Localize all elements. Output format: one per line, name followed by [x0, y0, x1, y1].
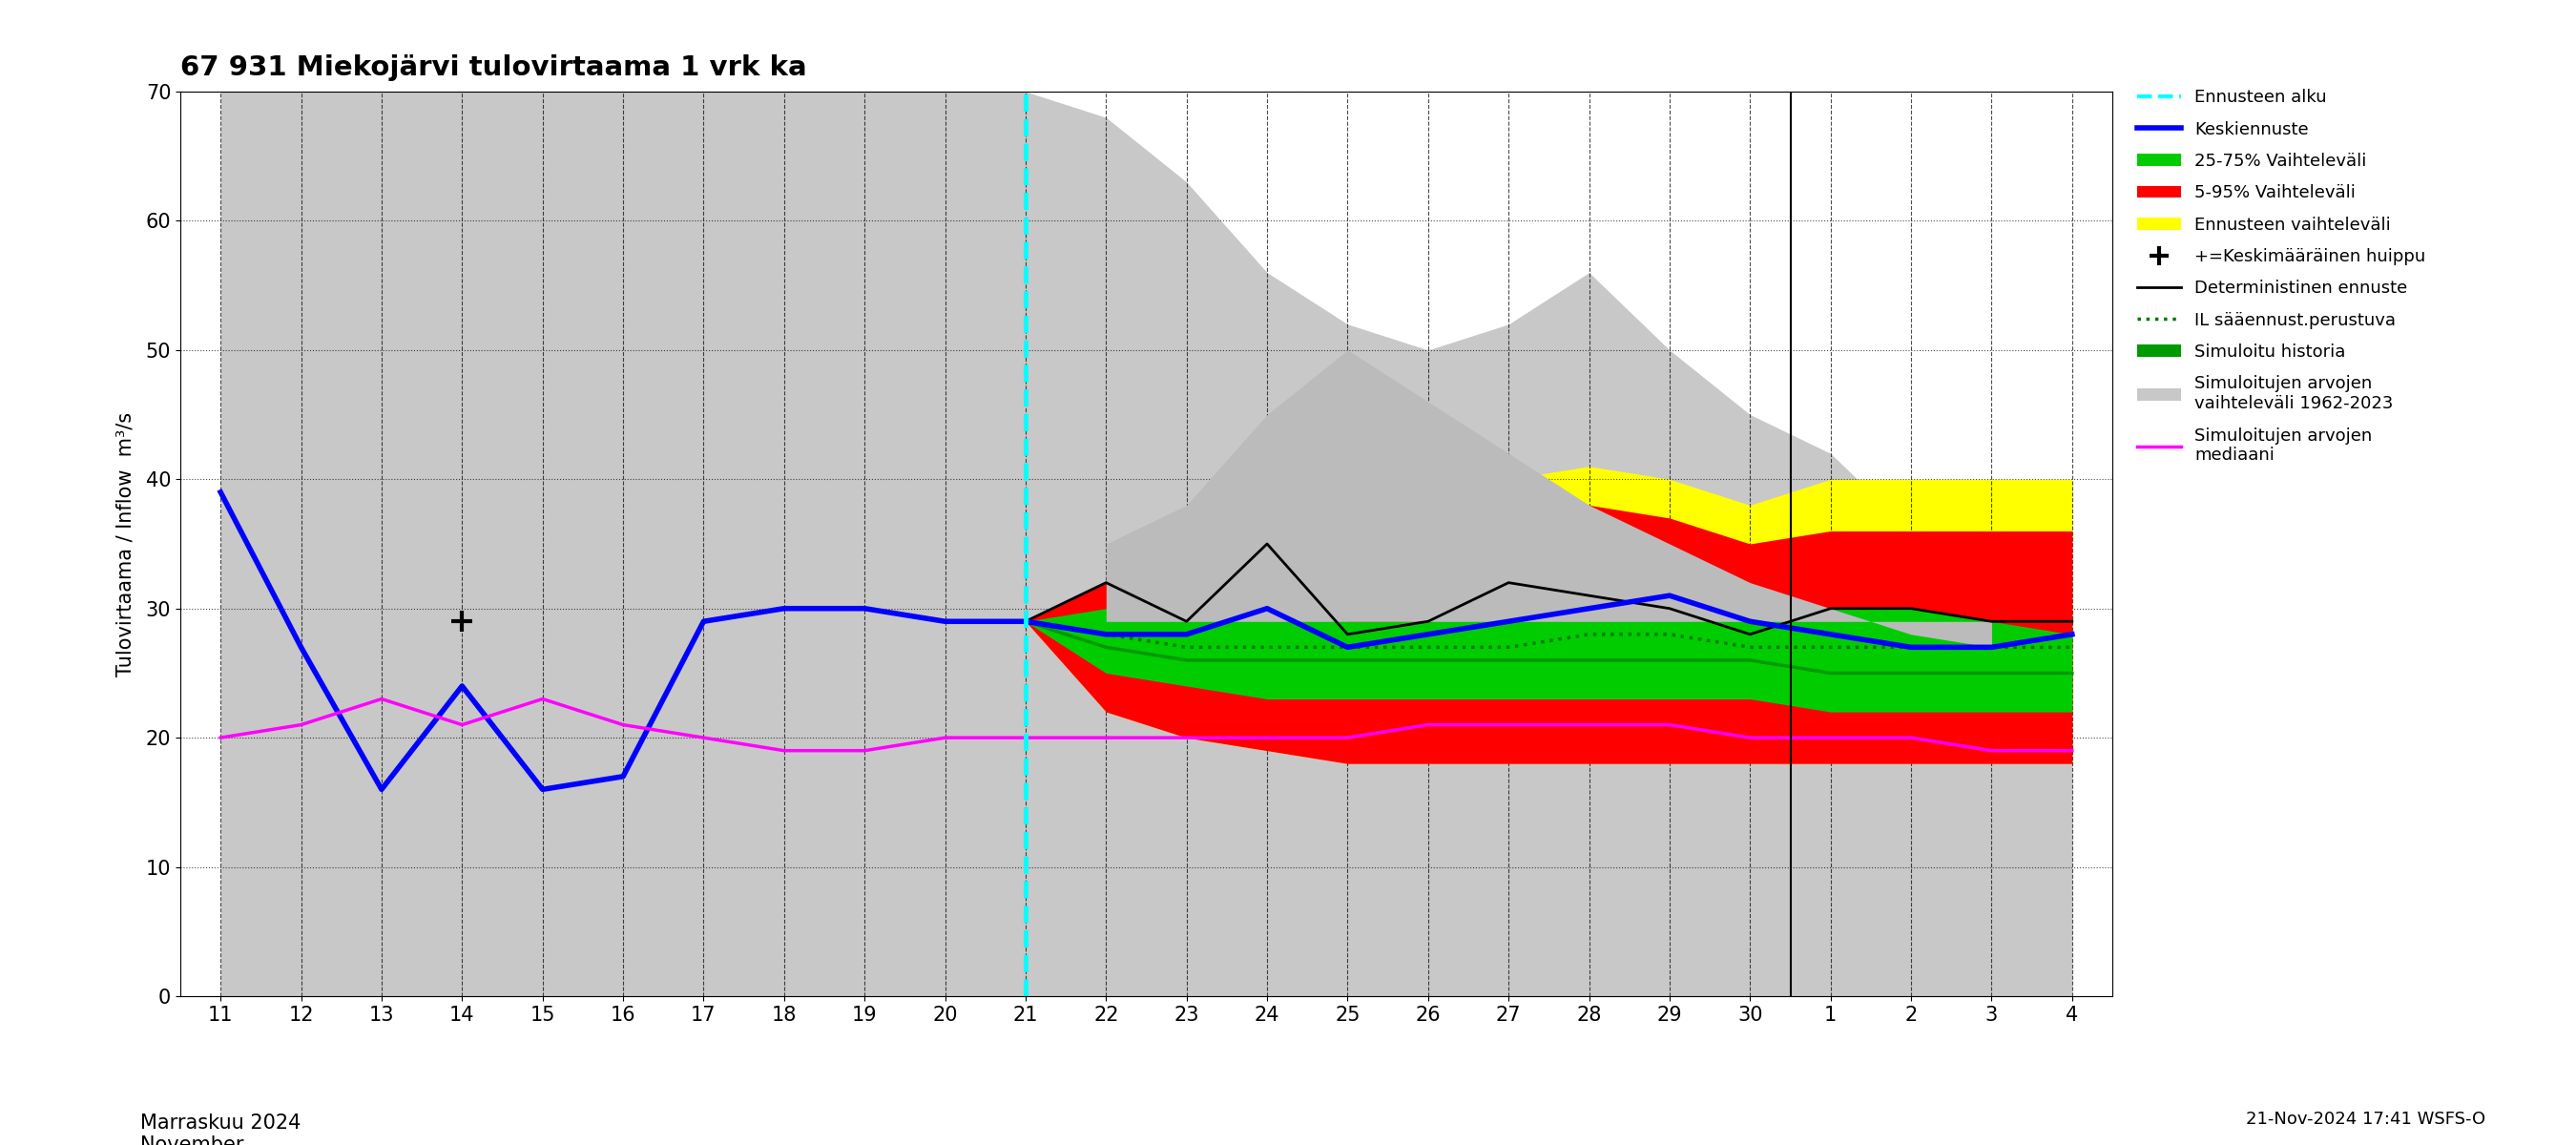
- Text: Marraskuu 2024
November: Marraskuu 2024 November: [139, 1114, 301, 1145]
- Text: 67 931 Miekojärvi tulovirtaama 1 vrk ka: 67 931 Miekojärvi tulovirtaama 1 vrk ka: [180, 55, 806, 81]
- Y-axis label: Tulovirtaama / Inflow  m³/s: Tulovirtaama / Inflow m³/s: [116, 412, 134, 676]
- Legend: Ennusteen alku, Keskiennuste, 25-75% Vaihteleväli, 5-95% Vaihteleväli, Ennusteen: Ennusteen alku, Keskiennuste, 25-75% Vai…: [2130, 82, 2432, 471]
- Text: 21-Nov-2024 17:41 WSFS-O: 21-Nov-2024 17:41 WSFS-O: [2246, 1111, 2486, 1128]
